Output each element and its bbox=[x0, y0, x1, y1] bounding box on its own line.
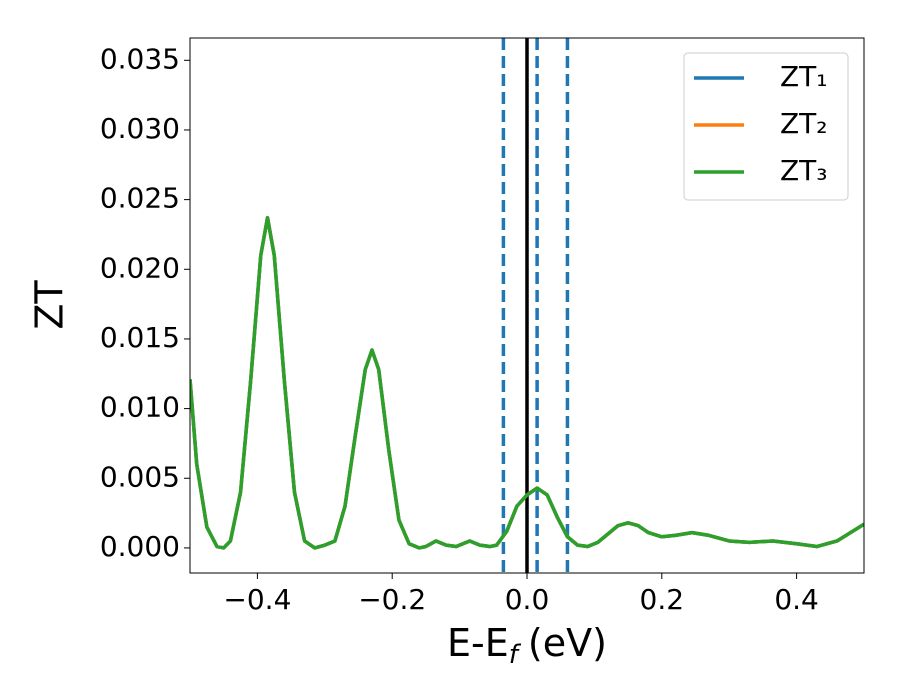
series-line bbox=[190, 215, 864, 550]
y-tick-label: 0.025 bbox=[100, 182, 180, 215]
y-tick-label: 0.015 bbox=[100, 321, 180, 354]
legend-label: ZT₂ bbox=[780, 107, 828, 140]
x-label-main: E-E bbox=[447, 621, 509, 665]
x-label-unit: (eV) bbox=[528, 621, 607, 665]
y-tick-label: 0.030 bbox=[100, 112, 180, 145]
legend-label: ZT₃ bbox=[780, 154, 828, 187]
x-axis-label: E-Ef (eV) bbox=[447, 621, 607, 670]
y-tick-label: 0.035 bbox=[100, 42, 180, 75]
x-tick-label: −0.4 bbox=[223, 583, 291, 616]
x-tick-label: −0.2 bbox=[358, 583, 426, 616]
y-tick-label: 0.010 bbox=[100, 391, 180, 424]
legend-label: ZT₁ bbox=[780, 60, 828, 93]
x-tick-label: 0.0 bbox=[505, 583, 550, 616]
y-axis-label: ZT bbox=[28, 280, 72, 330]
y-tick-label: 0.005 bbox=[100, 460, 180, 493]
y-tick-label: 0.000 bbox=[100, 530, 180, 563]
x-tick-label: 0.2 bbox=[640, 583, 685, 616]
plot-frame bbox=[189, 37, 865, 574]
x-tick-label: 0.4 bbox=[774, 583, 819, 616]
x-label-sub: f bbox=[509, 640, 522, 670]
y-tick-label: 0.020 bbox=[100, 251, 180, 284]
plot-layer bbox=[190, 38, 864, 573]
legend-box bbox=[683, 52, 849, 201]
